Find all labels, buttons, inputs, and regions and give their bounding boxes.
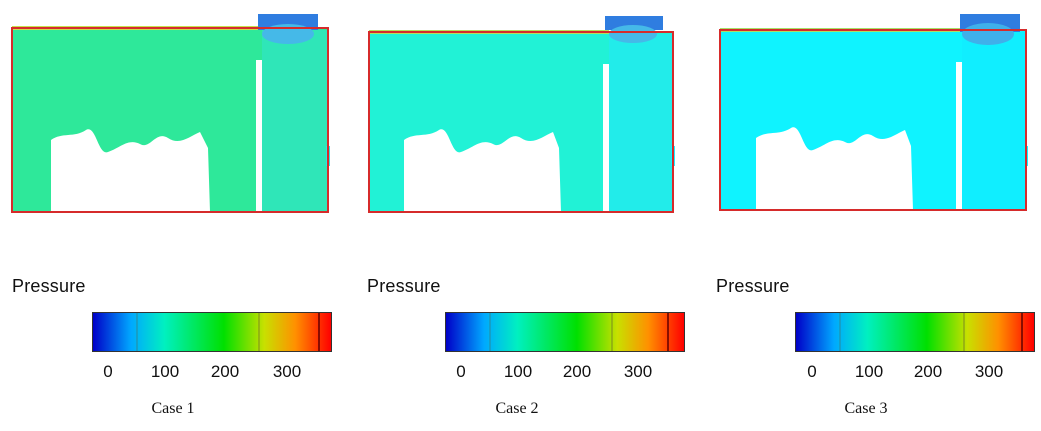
domain-wall: [11, 27, 329, 213]
inlet: [605, 16, 663, 30]
tick-label: 100: [854, 362, 884, 381]
tick-label: 200: [210, 362, 240, 381]
case-3-pressure-contour: [719, 14, 1028, 211]
case-caption: Case 2: [495, 400, 539, 417]
tick-label: 0: [456, 362, 466, 381]
case-2-pressure-contour: [368, 16, 675, 213]
tick-label: 100: [503, 362, 533, 381]
legend-title: Pressure: [12, 276, 86, 296]
case-1-pressure-contour: [11, 14, 330, 213]
case-caption: Case 3: [844, 400, 888, 417]
case-2-panel: Pressure 0 100 200 300 Case 2: [357, 0, 704, 431]
tick-label: 100: [150, 362, 180, 381]
pressure-colorbar: [445, 312, 685, 352]
tick-label: 0: [103, 362, 113, 381]
baffle: [603, 64, 609, 212]
tick-label: 200: [913, 362, 943, 381]
obstacle: [756, 127, 913, 210]
obstacle: [404, 129, 561, 212]
legend-title: Pressure: [367, 276, 441, 296]
pressure-colorbar: [92, 312, 332, 352]
domain-wall: [719, 29, 1027, 211]
baffle: [956, 62, 962, 210]
domain-wall: [368, 31, 674, 213]
obstacle: [51, 129, 210, 212]
tick-label: 300: [623, 362, 653, 381]
tick-label: 300: [272, 362, 302, 381]
tick-label: 300: [974, 362, 1004, 381]
baffle: [256, 60, 262, 212]
case-3-panel: Pressure 0 100 200 300 Case 3: [706, 0, 1041, 431]
pressure-colorbar: [795, 312, 1035, 352]
tick-label: 200: [562, 362, 592, 381]
case-1-panel: Pressure 0 100 200 300 Case 1: [0, 0, 347, 431]
case-caption: Case 1: [151, 400, 195, 417]
legend-title: Pressure: [716, 276, 790, 296]
tick-label: 0: [807, 362, 817, 381]
